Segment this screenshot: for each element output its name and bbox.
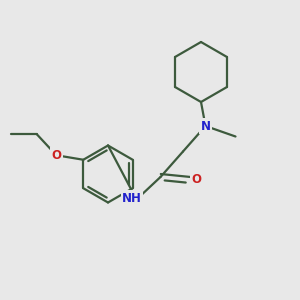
Text: NH: NH [122,191,142,205]
Text: O: O [191,173,202,187]
Text: N: N [200,119,211,133]
Text: O: O [51,149,61,162]
